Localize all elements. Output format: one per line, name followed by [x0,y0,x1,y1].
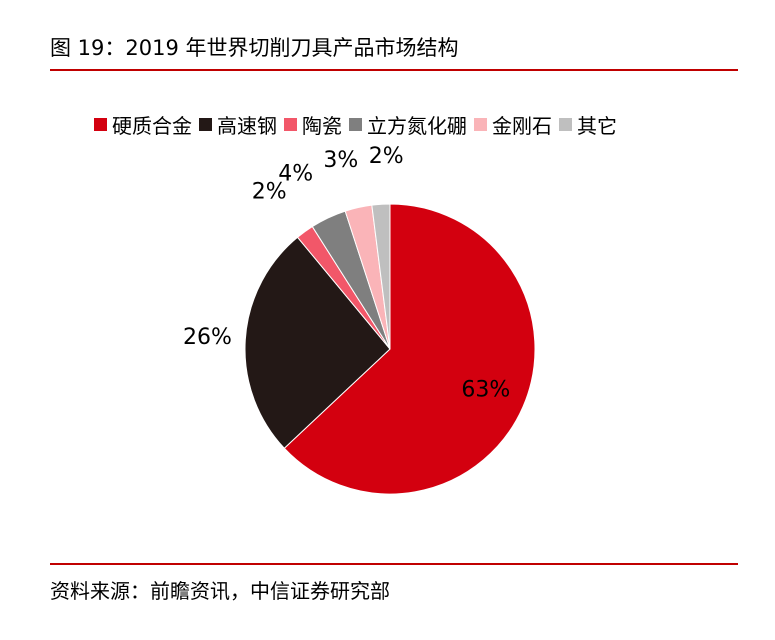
legend-swatch [559,117,572,131]
figure-title: 图 19：2019 年世界切削刀具产品市场结构 [50,36,459,60]
legend-item: 立方氮化硼 [349,110,467,139]
slice-value-label: 2% [369,144,404,169]
title-divider [50,69,738,71]
legend-label: 硬质合金 [112,113,192,138]
legend-label: 立方氮化硼 [367,113,467,138]
legend-label: 陶瓷 [302,113,342,138]
slice-value-label: 3% [323,148,358,173]
legend-label: 高速钢 [217,113,277,138]
figure-source: 资料来源：前瞻资讯，中信证券研究部 [50,579,390,603]
legend-item: 其它 [559,110,617,139]
legend-label: 金刚石 [492,113,552,138]
legend-item: 金刚石 [474,110,552,139]
pie-slice [371,203,391,350]
pie-slice [244,236,391,449]
pie-value-labels: 63%26%2%4%3% 2% [183,144,510,403]
slice-value-label: 63% [461,377,510,402]
legend-item: 硬质合金 [94,110,192,139]
source-divider [50,563,738,565]
slice-value-label: 2% [252,180,287,205]
chart-legend: 硬质合金 高速钢 陶瓷 立方氮化硼 金刚石 其它 [94,110,624,139]
legend-item: 陶瓷 [284,110,342,139]
legend-item: 高速钢 [199,110,277,139]
slice-value-label: 26% [183,325,232,350]
slice-value-label: 4% [278,161,313,186]
legend-swatch [474,117,487,131]
legend-swatch [284,117,297,131]
legend-swatch [199,117,212,131]
legend-label: 其它 [577,113,617,138]
pie-slices [244,203,536,495]
legend-swatch [94,117,107,131]
legend-swatch [349,117,362,131]
pie-slice [283,203,536,495]
